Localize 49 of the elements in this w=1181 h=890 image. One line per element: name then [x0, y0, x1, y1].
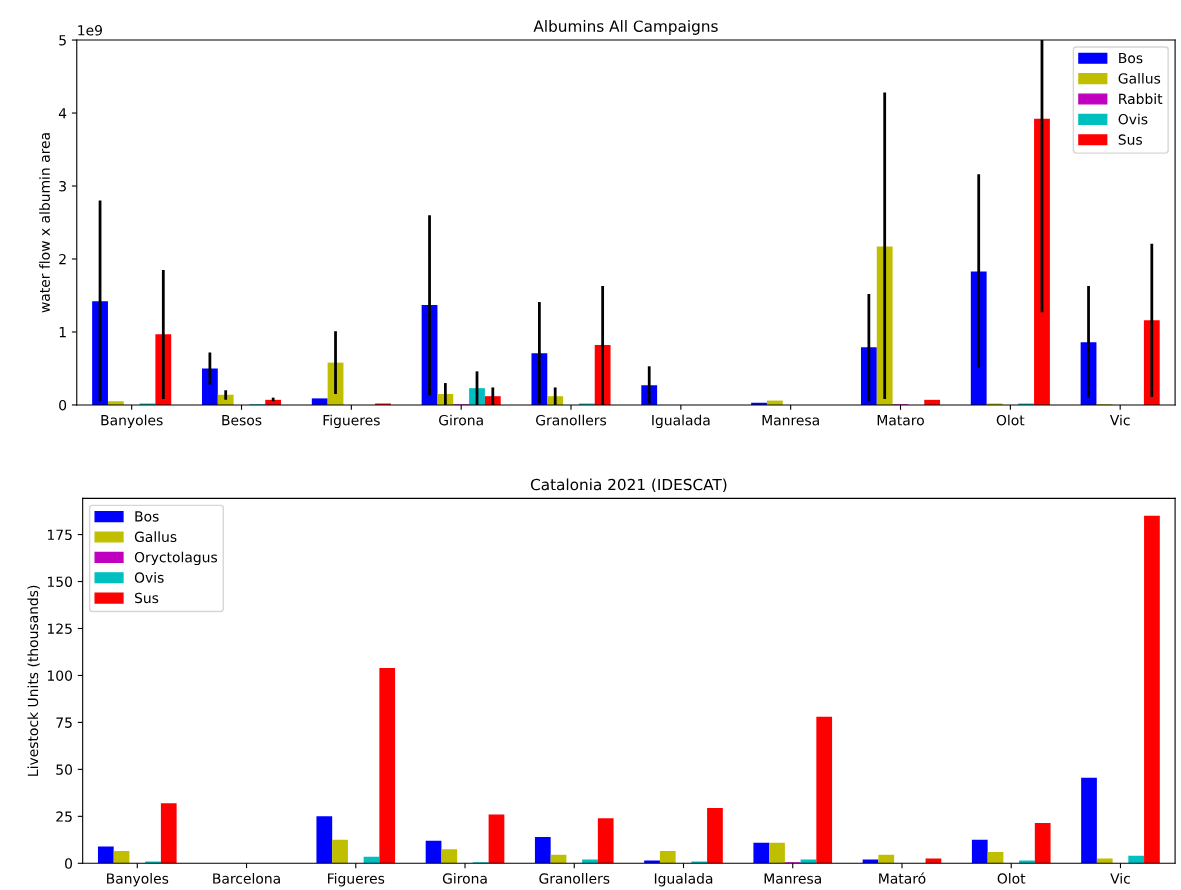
y-tick-label: 3 — [59, 180, 66, 192]
x-tick-label: Vic — [1110, 873, 1130, 884]
x-tick-label: Manresa — [762, 415, 819, 426]
x-tick-label: Mataro — [877, 415, 924, 426]
y-tick-label: 50 — [56, 764, 73, 775]
legend-label: Bos — [1119, 52, 1143, 64]
y-tick-label: 175 — [47, 529, 72, 541]
x-tick-label: Olot — [997, 873, 1026, 884]
y-tick-label: 0 — [59, 399, 67, 411]
legend-label: Ovis — [1118, 113, 1148, 125]
legend-label: Sus — [134, 592, 159, 604]
x-tick-label: Girona — [439, 414, 483, 426]
y-tick-label: 5 — [59, 35, 66, 46]
x-tick-label: Granollers — [536, 414, 607, 426]
chart-title: Catalonia 2021 (IDESCAT) — [530, 478, 727, 493]
y-tick-label: 150 — [47, 576, 73, 587]
legend-label: Bos — [135, 511, 159, 522]
y-tick-label: 4 — [58, 108, 67, 119]
y-axis-title: Livestock Units (thousands) — [27, 585, 40, 776]
legend-label: Oryctolagus — [134, 551, 218, 566]
y-tick-label: 1 — [59, 327, 66, 338]
legend-label: Gallus — [1118, 72, 1161, 84]
y-tick-label: 25 — [56, 811, 72, 822]
x-tick-label: Girona — [442, 873, 487, 884]
x-tick-label: Barcelona — [213, 873, 280, 884]
legend-label: Gallus — [134, 531, 177, 543]
y-tick-label: 0 — [65, 858, 73, 869]
x-tick-label: Figueres — [323, 414, 380, 429]
text: 1e9 — [78, 25, 103, 36]
x-tick-label: Banyoles — [107, 873, 169, 887]
y-axis-title: water flow x albumin area — [39, 133, 50, 313]
x-tick-label: Mataró — [879, 872, 926, 884]
legend-label: Sus — [1118, 134, 1142, 145]
x-tick-label: Vic — [1109, 414, 1130, 426]
legend-label: Rabbit — [1119, 93, 1163, 105]
y-tick-label: 100 — [47, 670, 73, 681]
chart-title: Albumins All Campaigns — [533, 20, 718, 35]
y-tick-label: 75 — [56, 717, 72, 728]
legend-label: Ovis — [134, 572, 164, 583]
x-tick-label: Igualada — [652, 414, 710, 429]
x-tick-label: Banyoles — [101, 414, 163, 429]
y-tick-label: 2 — [59, 253, 66, 265]
y-tick-label: 125 — [47, 623, 72, 634]
x-tick-label: Granollers — [539, 873, 610, 884]
x-tick-label: Manresa — [764, 873, 821, 884]
x-tick-label: Olot — [996, 414, 1025, 426]
x-tick-label: Besos — [222, 415, 262, 426]
x-tick-label: Igualada — [654, 873, 713, 887]
x-tick-label: Figueres — [328, 873, 385, 887]
